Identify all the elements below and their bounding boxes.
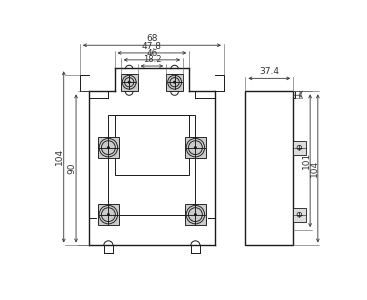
Bar <box>115 115 189 175</box>
Circle shape <box>107 146 110 149</box>
Bar <box>98 204 119 225</box>
Text: 18.2: 18.2 <box>143 56 161 64</box>
Bar <box>293 208 305 222</box>
Circle shape <box>194 213 197 216</box>
Text: 1: 1 <box>293 92 302 97</box>
Circle shape <box>107 213 110 216</box>
Bar <box>185 204 206 225</box>
Circle shape <box>173 81 176 84</box>
Bar <box>166 74 183 91</box>
Bar <box>246 92 293 245</box>
Bar <box>293 141 305 154</box>
Text: 101: 101 <box>302 152 311 169</box>
Text: 47.8: 47.8 <box>142 42 162 51</box>
Text: 37.4: 37.4 <box>259 67 279 76</box>
Text: 46: 46 <box>146 49 157 58</box>
Circle shape <box>128 81 131 84</box>
Bar <box>108 115 195 214</box>
Text: 68: 68 <box>146 34 158 43</box>
Bar <box>121 74 138 91</box>
Text: 90: 90 <box>68 163 77 174</box>
Circle shape <box>194 146 197 149</box>
Bar <box>185 137 206 158</box>
Text: 104: 104 <box>309 160 319 177</box>
Text: 104: 104 <box>55 148 64 166</box>
Bar <box>98 137 119 158</box>
